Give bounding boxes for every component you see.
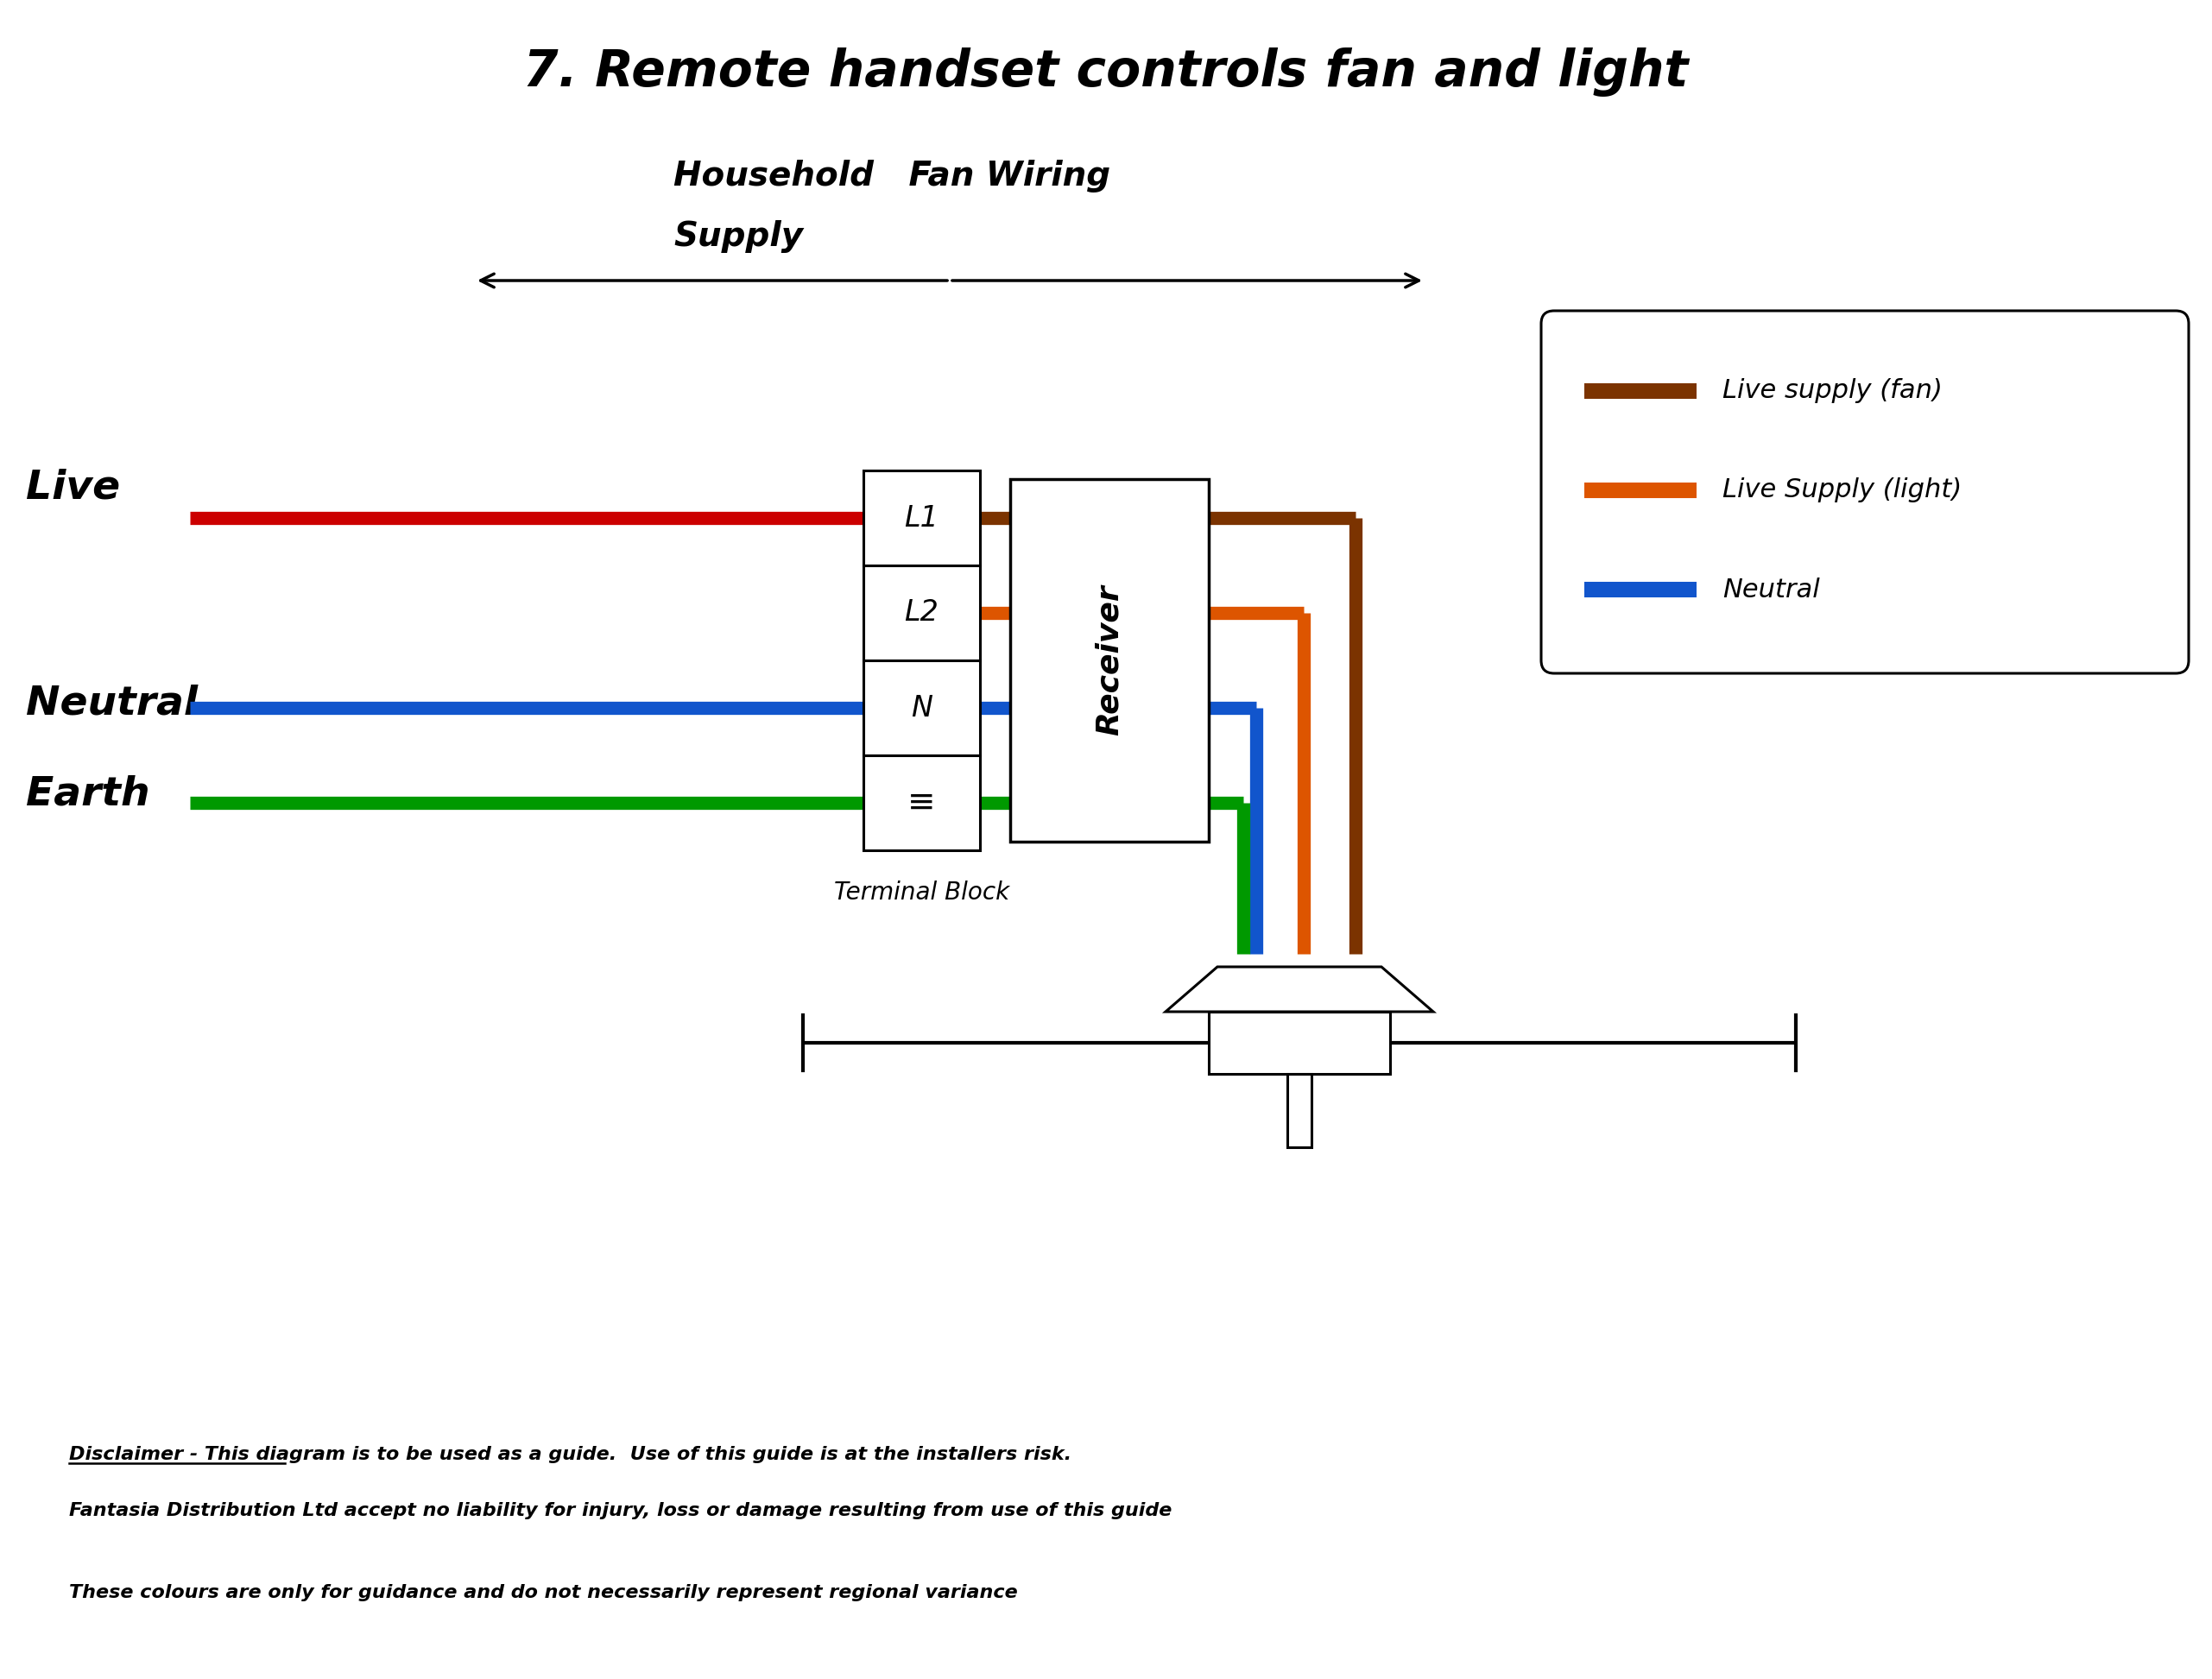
FancyBboxPatch shape [1542, 311, 2188, 673]
Bar [863, 660, 980, 756]
Text: Fantasia Distribution Ltd accept no liability for injury, loss or damage resulti: Fantasia Distribution Ltd accept no liab… [69, 1503, 1172, 1519]
Text: Disclaimer - This diagram is to be used as a guide.  Use of this guide is at the: Disclaimer - This diagram is to be used … [69, 1446, 1071, 1462]
Bar [863, 566, 980, 660]
Text: Live Supply (light): Live Supply (light) [1723, 479, 1962, 502]
Text: ≡: ≡ [907, 786, 936, 819]
Text: These colours are only for guidance and do not necessarily represent regional va: These colours are only for guidance and … [69, 1583, 1018, 1602]
Text: Live supply (fan): Live supply (fan) [1723, 378, 1942, 403]
Text: Household   Fan Wiring: Household Fan Wiring [672, 160, 1110, 193]
Bar [1011, 479, 1208, 841]
Text: N: N [911, 693, 933, 722]
Bar [863, 756, 980, 850]
Text: Neutral: Neutral [27, 683, 197, 724]
Text: Terminal Block: Terminal Block [834, 880, 1009, 905]
Bar [863, 470, 980, 566]
Text: L2: L2 [905, 599, 938, 628]
Bar [1208, 1012, 1389, 1075]
Polygon shape [1166, 967, 1433, 1012]
Text: L1: L1 [905, 504, 938, 532]
Text: Supply: Supply [672, 220, 803, 254]
Text: 7. Remote handset controls fan and light: 7. Remote handset controls fan and light [524, 47, 1688, 97]
Text: Live: Live [27, 468, 119, 507]
Text: Receiver: Receiver [1095, 584, 1124, 735]
Bar [1287, 1075, 1312, 1147]
Text: Earth: Earth [27, 774, 150, 814]
Text: Neutral: Neutral [1723, 578, 1820, 603]
